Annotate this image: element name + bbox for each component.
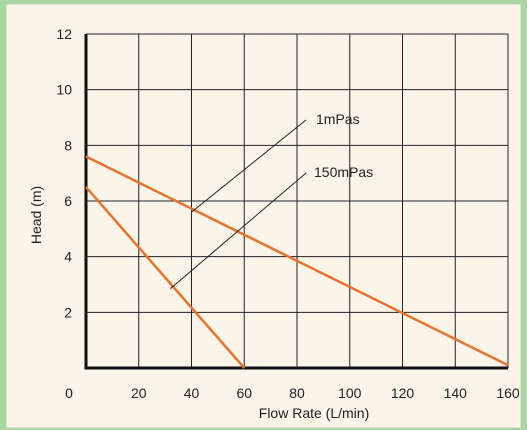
x-axis-title: Flow Rate (L/min) xyxy=(259,405,369,421)
y-tick-label: 6 xyxy=(64,193,72,209)
series-line-150mpas xyxy=(85,186,246,369)
y-tick-label: 8 xyxy=(64,137,72,153)
axes xyxy=(84,34,508,370)
y-tick-label: 4 xyxy=(64,249,72,265)
x-tick-label: 160 xyxy=(496,385,520,401)
y-axis-title: Head (m) xyxy=(28,186,44,244)
annotations: 1mPas 150mPas xyxy=(170,111,373,290)
y-tick-label: 12 xyxy=(56,26,72,42)
annotation-leader xyxy=(191,119,307,213)
annotation-label: 1mPas xyxy=(316,111,360,127)
grid xyxy=(86,33,509,368)
x-tick-label: 0 xyxy=(65,385,73,401)
x-tick-label: 20 xyxy=(131,385,147,401)
x-tick-label: 140 xyxy=(444,385,468,401)
x-tick-label: 80 xyxy=(289,385,305,401)
x-tick-label: 60 xyxy=(236,385,252,401)
annotation-label: 150mPas xyxy=(314,164,373,180)
tick-labels: 0 20 40 60 80 100 120 140 160 2 4 6 8 10 12 xyxy=(56,26,519,401)
chart-panel xyxy=(6,4,521,428)
x-tick-label: 40 xyxy=(184,385,200,401)
annotation-leader xyxy=(170,172,307,290)
y-tick-label: 10 xyxy=(56,82,72,98)
y-tick-label: 2 xyxy=(64,304,72,320)
series-line-1mpas xyxy=(85,155,509,367)
x-tick-label: 100 xyxy=(338,385,362,401)
series xyxy=(85,155,509,369)
x-tick-label: 120 xyxy=(391,385,415,401)
